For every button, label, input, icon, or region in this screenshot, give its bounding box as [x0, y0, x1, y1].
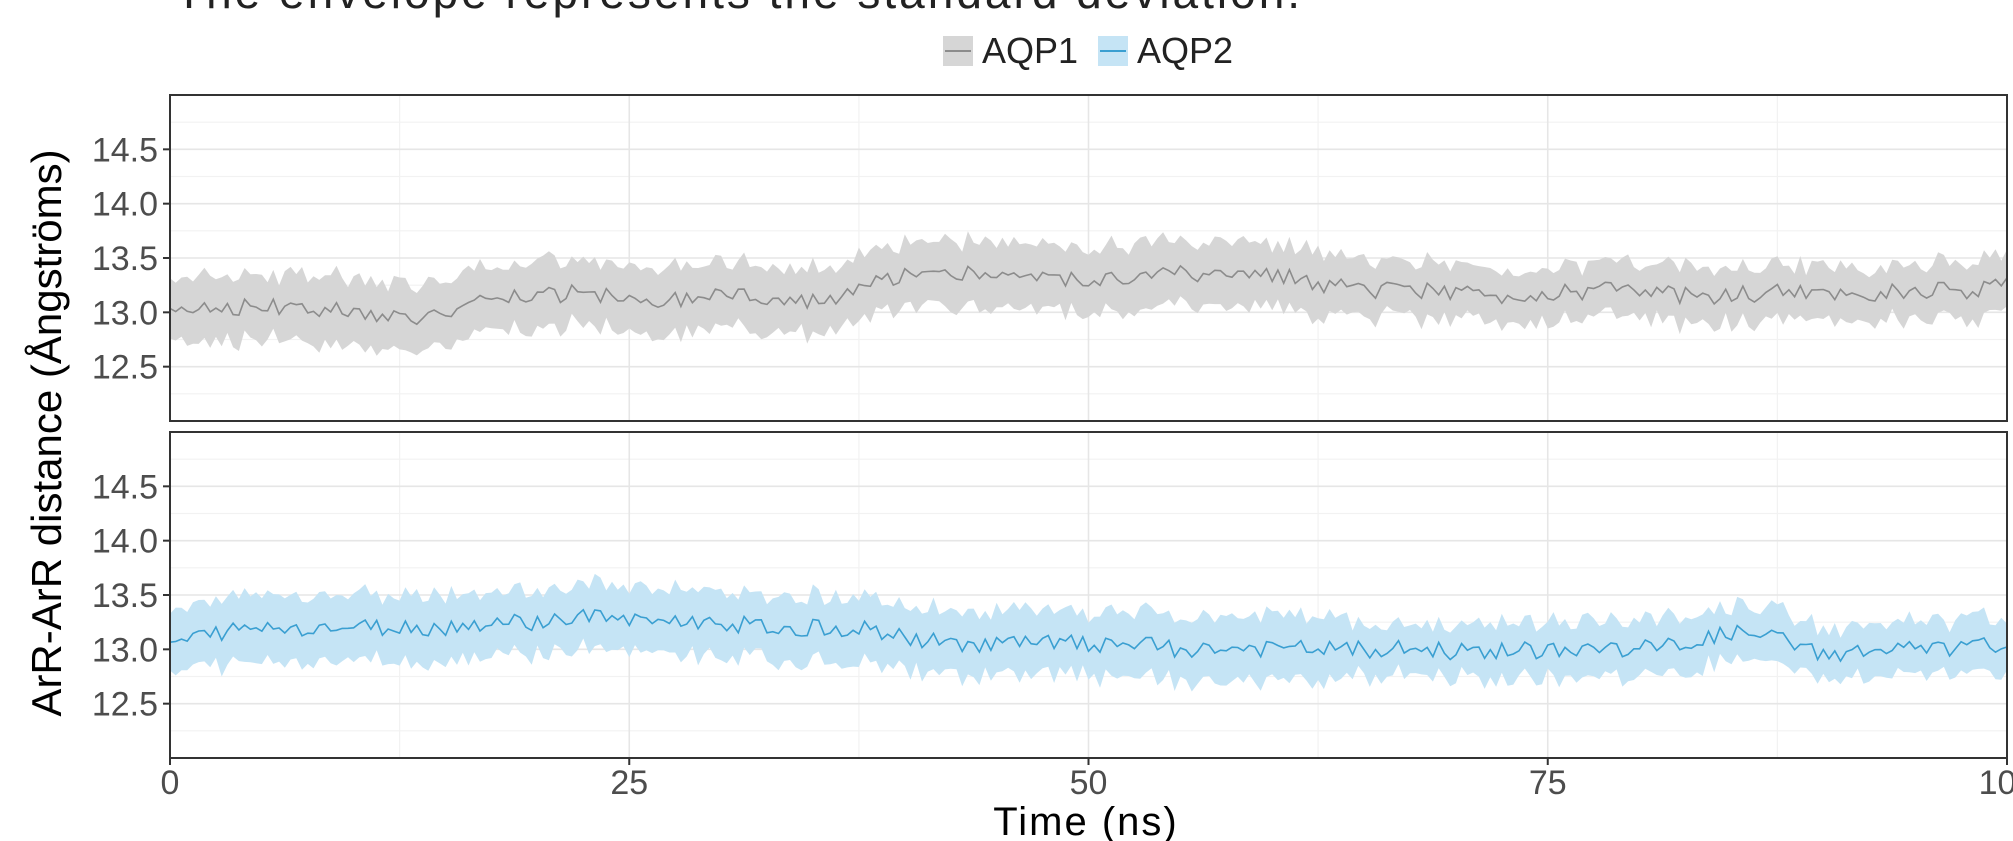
y-tick-label: 13.0	[92, 631, 158, 669]
x-tick-label: 50	[1070, 764, 1108, 802]
sd-envelope-aqp1	[170, 231, 2007, 356]
y-tick-label: 14.5	[92, 468, 158, 506]
x-tick-label: 25	[610, 764, 648, 802]
x-axis-title: Time (ns)	[993, 800, 1178, 841]
panel-aqp1: 12.5 13.0 13.5 14.0 14.5	[92, 94, 2008, 422]
legend-label-aqp1: AQP1	[982, 30, 1078, 71]
panels: 12.5 13.0 13.5 14.0 14.5 12.5 13.0 13.5 14.0 14.5…	[92, 94, 2013, 802]
y-tick-label: 13.5	[92, 240, 158, 278]
y-tick-label: 13.5	[92, 577, 158, 615]
panel-aqp2: 12.5 13.0 13.5 14.0 14.5	[92, 431, 2008, 759]
y-axis-title: ArR-ArR distance (Ångströms)	[23, 149, 70, 716]
x-tick-label: 0	[161, 764, 180, 802]
y-tick-label: 14.0	[92, 523, 158, 561]
legend: AQP1 AQP2	[943, 30, 1233, 71]
y-tick-label: 12.5	[92, 349, 158, 387]
y-tick-label: 13.0	[92, 294, 158, 332]
y-tick-label: 14.0	[92, 186, 158, 224]
x-tick-label: 75	[1529, 764, 1567, 802]
y-tick-label: 14.5	[92, 131, 158, 169]
series-line-aqp1	[169, 264, 2008, 326]
sd-envelope-aqp2	[170, 573, 2007, 692]
x-tick-label: 100	[1979, 764, 2013, 802]
legend-label-aqp2: AQP2	[1137, 30, 1233, 71]
y-tick-label: 12.5	[92, 686, 158, 724]
series-line-aqp2	[169, 608, 2008, 663]
chart-subtitle: The envelope represents the standard dev…	[175, 0, 1303, 18]
